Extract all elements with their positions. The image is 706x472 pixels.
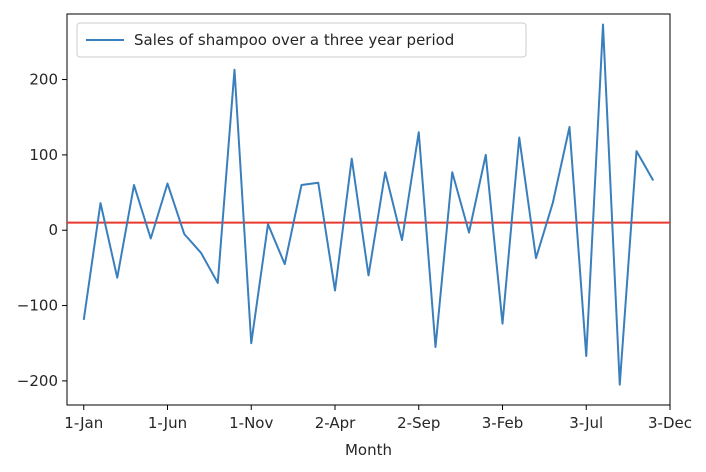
x-tick-label: 1-Jun [148,414,187,432]
legend-label: Sales of shampoo over a three year perio… [134,31,454,49]
x-axis: 1-Jan 1-Jun 1-Nov 2-Apr 2-Sep 3-Feb 3-Jul 3-Dec [64,405,692,432]
y-tick-label: 100 [29,146,58,164]
x-tick-label: 2-Apr [315,414,356,432]
x-tick-label: 2-Sep [397,414,440,432]
x-axis-title: Month [345,441,392,459]
x-tick-label: 3-Feb [482,414,524,432]
plot-area [66,13,671,406]
x-tick-label: 1-Nov [229,414,273,432]
x-tick-label: 3-Dec [648,414,692,432]
legend-box [76,22,527,58]
series-layer [82,23,655,386]
y-tick-label: 200 [29,71,58,89]
x-tick-label: 3-Jul [569,414,603,432]
y-tick-label: −100 [17,297,58,315]
y-axis: −200 −100 0 100 200 [17,71,67,390]
y-tick-label: −200 [17,372,58,390]
legend: Sales of shampoo over a three year perio… [76,22,527,58]
y-tick-label: 0 [48,221,58,239]
series-line [82,23,655,386]
x-tick-label: 1-Jan [64,414,103,432]
